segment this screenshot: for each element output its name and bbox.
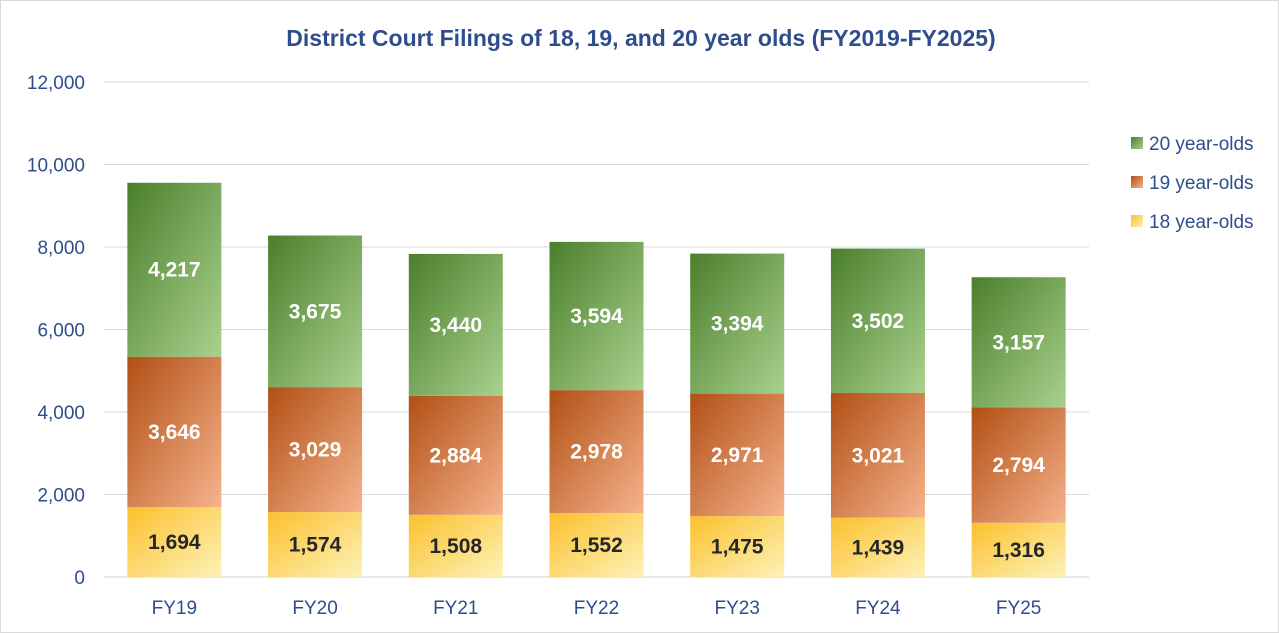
legend-label: 18 year-olds — [1149, 212, 1254, 233]
data-labels: 1,694 3,646 4,217 1,574 3,029 3,675 1,508 2,884… — [148, 259, 1045, 562]
y-tick-label: 2,000 — [37, 486, 85, 507]
data-label: 4,217 — [148, 259, 201, 282]
x-tick-label: FY19 — [152, 598, 197, 619]
bar-segment — [408, 395, 503, 515]
bar-segment — [690, 253, 785, 394]
data-label: 1,694 — [148, 531, 201, 554]
data-label: 2,978 — [570, 441, 623, 464]
bar-segment — [549, 241, 644, 391]
data-label: 3,502 — [852, 310, 905, 333]
bar-segment — [408, 514, 503, 577]
bar-segment — [408, 253, 503, 396]
x-tick-label: FY22 — [574, 598, 619, 619]
bar-segment — [971, 522, 1066, 577]
bar-segment — [690, 516, 785, 577]
chart-title: District Court Filings of 18, 19, and 20… — [286, 25, 995, 51]
data-label: 1,439 — [852, 536, 905, 559]
data-label: 3,029 — [289, 439, 342, 462]
bar-segment — [690, 393, 785, 517]
legend-swatch — [1131, 215, 1143, 227]
legend-item: 20 year-olds — [1131, 134, 1254, 155]
bar-segment — [127, 507, 222, 577]
bars — [127, 182, 1066, 577]
data-label: 1,316 — [992, 539, 1045, 562]
bar-segment — [971, 277, 1066, 408]
data-label: 1,552 — [570, 534, 623, 557]
data-label: 3,021 — [852, 444, 905, 467]
data-label: 3,157 — [992, 331, 1045, 354]
legend-label: 19 year-olds — [1149, 173, 1254, 194]
y-axis-ticks: 0 2,000 4,000 6,000 8,000 10,000 12,000 — [27, 73, 85, 589]
x-tick-label: FY21 — [433, 598, 478, 619]
bar-segment — [127, 356, 222, 508]
y-tick-label: 4,000 — [37, 403, 85, 424]
legend-item: 18 year-olds — [1131, 212, 1254, 233]
bar-segment — [127, 182, 222, 357]
legend-swatch — [1131, 176, 1143, 188]
y-tick-label: 6,000 — [37, 321, 85, 342]
bar-segment — [830, 517, 925, 577]
data-label: 3,594 — [570, 305, 623, 328]
legend-label: 20 year-olds — [1149, 134, 1254, 155]
data-label: 3,646 — [148, 421, 201, 444]
bar-segment — [268, 512, 363, 577]
data-label: 1,508 — [430, 535, 483, 558]
legend: 20 year-olds 19 year-olds 18 year-olds — [1131, 134, 1254, 233]
y-tick-label: 12,000 — [27, 73, 85, 94]
x-axis-ticks: FY19 FY20 FY21 FY22 FY23 FY24 FY25 — [152, 598, 1042, 619]
data-label: 3,440 — [430, 314, 483, 337]
bar-segment — [549, 390, 644, 513]
bar-segment — [268, 387, 363, 513]
data-label: 1,475 — [711, 536, 764, 559]
bar-segment — [830, 248, 925, 394]
x-tick-label: FY20 — [292, 598, 337, 619]
legend-item: 19 year-olds — [1131, 173, 1254, 194]
bar-segment — [830, 393, 925, 518]
y-tick-label: 8,000 — [37, 238, 85, 259]
y-tick-label: 0 — [74, 568, 85, 589]
data-label: 1,574 — [289, 534, 342, 557]
y-tick-label: 10,000 — [27, 156, 85, 177]
x-tick-label: FY23 — [715, 598, 760, 619]
data-label: 2,971 — [711, 444, 764, 467]
x-tick-label: FY24 — [855, 598, 901, 619]
x-tick-label: FY25 — [996, 598, 1041, 619]
legend-swatch — [1131, 137, 1143, 149]
data-label: 3,675 — [289, 300, 342, 323]
data-label: 3,394 — [711, 313, 764, 336]
data-label: 2,884 — [430, 444, 483, 467]
data-label: 2,794 — [992, 454, 1045, 477]
bar-segment — [268, 235, 363, 388]
bar-segment — [971, 407, 1066, 523]
bar-segment — [549, 512, 644, 577]
